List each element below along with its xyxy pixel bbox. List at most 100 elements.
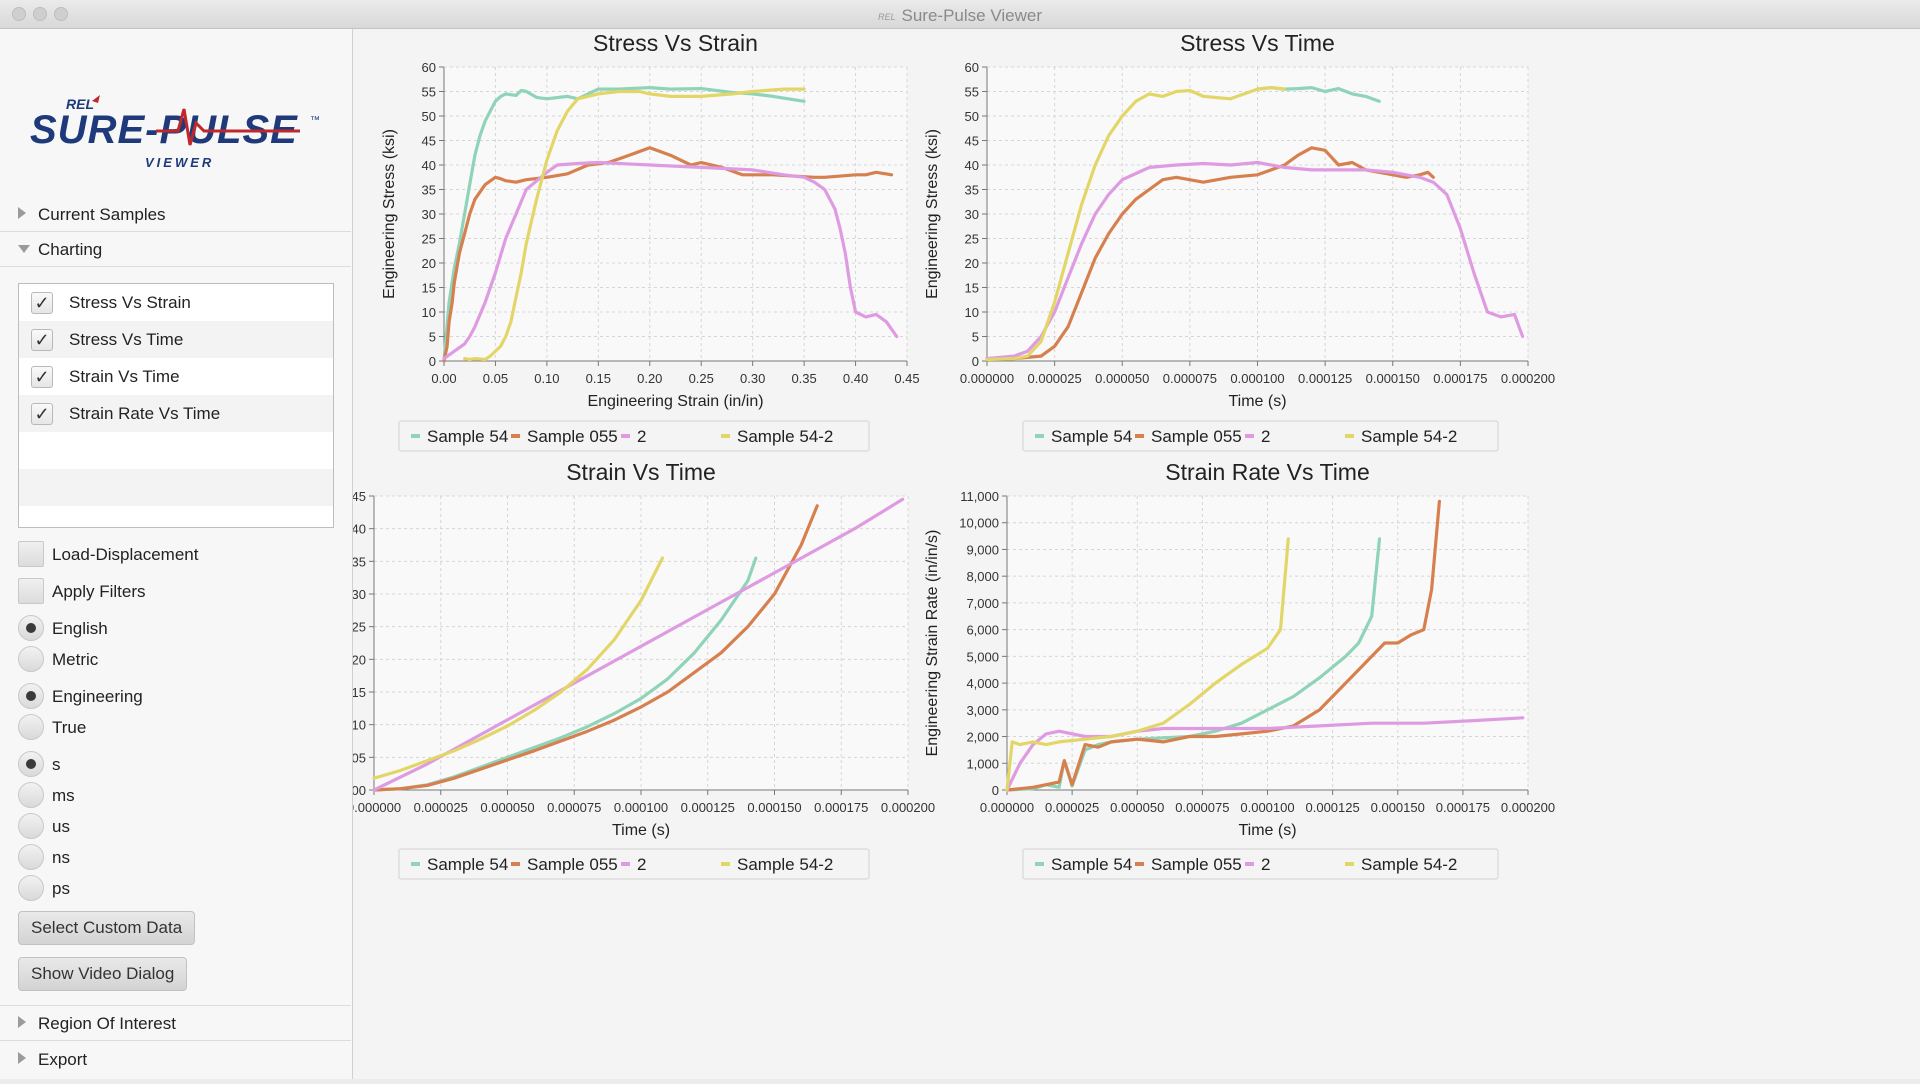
- legend-label-sample-54: Sample 54: [427, 855, 508, 874]
- y-tick-label: 5,000: [966, 649, 999, 664]
- x-tick-label: 0.000200: [881, 800, 935, 815]
- x-tick-label: 0.10: [534, 371, 559, 386]
- chart-stress-vs-time: Stress Vs Time 0.000000 0.000025 0.000050 0.…: [924, 30, 1555, 452]
- chart-item-label: Stress Vs Time: [69, 330, 184, 349]
- y-axis-label: Engineering Stress (ksi): [924, 129, 941, 299]
- charts-area: Stress Vs Strain 0.00 0.05 0.10 0.15 0.20 0.25…: [311, 29, 1920, 1079]
- y-tick-label: 3,000: [966, 703, 999, 718]
- chart-item-stress-vs-time[interactable]: ✓ Stress Vs Time: [19, 321, 333, 358]
- x-axis-label: Time (s): [1228, 393, 1286, 410]
- radio-unselected-icon[interactable]: [18, 782, 44, 808]
- chart-strain-rate-vs-time: Strain Rate Vs Time 0.000000 0.000025 0.000…: [924, 459, 1555, 880]
- radio-unselected-icon[interactable]: [18, 844, 44, 870]
- chart-item-label: Strain Vs Time: [69, 367, 180, 386]
- chart-selection-list[interactable]: ✓ Stress Vs Strain ✓ Stress Vs Time ✓ St…: [18, 283, 334, 528]
- legend-label-2: 2: [1261, 427, 1270, 446]
- y-tick-label: 0.40: [353, 522, 366, 537]
- legend-label-sample-54-2: Sample 54-2: [737, 855, 833, 874]
- checkbox-checked-icon[interactable]: ✓: [31, 366, 53, 388]
- x-tick-label: 0.000050: [1095, 371, 1149, 386]
- sidebar: REL SURE-PULSE ™ VIEWER Current Samples …: [0, 29, 353, 1079]
- y-tick-label: 0: [972, 354, 979, 369]
- charting-header[interactable]: Charting: [0, 232, 351, 267]
- x-tick-label: 0.000100: [1230, 371, 1284, 386]
- y-tick-label: 0.00: [353, 783, 366, 798]
- series-line-2: [1005, 716, 1525, 792]
- y-tick-label: 15: [965, 281, 979, 296]
- y-axis-label: Engineering Strain Rate (in/in/s): [924, 530, 941, 757]
- legend-label-2: 2: [637, 855, 646, 874]
- radio-unselected-icon[interactable]: [18, 813, 44, 839]
- engineering-label: Engineering: [52, 687, 143, 706]
- chart-list-empty-row: [19, 432, 333, 469]
- y-tick-label: 30: [422, 207, 436, 222]
- logo-rel-text: REL: [66, 96, 94, 112]
- series-line-2: [442, 160, 899, 361]
- y-tick-label: 45: [965, 134, 979, 149]
- current-samples-header[interactable]: Current Samples: [0, 197, 351, 232]
- region-of-interest-header[interactable]: Region Of Interest: [0, 1005, 351, 1041]
- zoom-window-button[interactable]: [54, 7, 68, 21]
- apply-filters-label: Apply Filters: [52, 582, 146, 601]
- chevron-right-icon: [18, 207, 26, 219]
- checkbox-checked-icon[interactable]: ✓: [31, 403, 53, 425]
- radio-selected-icon[interactable]: [18, 751, 44, 777]
- close-window-button[interactable]: [12, 7, 26, 21]
- y-tick-label: 55: [422, 85, 436, 100]
- y-tick-label: 4,000: [966, 676, 999, 691]
- series-line-sample-54-2: [985, 85, 1287, 362]
- title-logo-icon: REL: [878, 11, 896, 22]
- show-video-dialog-button[interactable]: Show Video Dialog: [18, 957, 188, 991]
- y-tick-label: 50: [965, 109, 979, 124]
- y-tick-label: 5: [972, 330, 979, 345]
- radio-selected-icon[interactable]: [18, 683, 44, 709]
- chart-item-label: Strain Rate Vs Time: [69, 404, 221, 423]
- checkbox-unchecked-icon[interactable]: [18, 578, 44, 604]
- series-line-sample-54: [442, 85, 806, 363]
- radio-selected-icon[interactable]: [18, 615, 44, 641]
- y-tick-label: 10: [965, 305, 979, 320]
- export-header[interactable]: Export: [0, 1042, 351, 1076]
- current-samples-label: Current Samples: [38, 205, 166, 224]
- radio-unselected-icon[interactable]: [18, 875, 44, 901]
- y-tick-label: 0.15: [353, 685, 366, 700]
- window-title-text: Sure-Pulse Viewer: [901, 6, 1042, 25]
- minimize-window-button[interactable]: [33, 7, 47, 21]
- checkbox-unchecked-icon[interactable]: [18, 541, 44, 567]
- y-tick-label: 0.25: [353, 620, 366, 635]
- legend-box: [1022, 848, 1499, 880]
- chart-legend: Sample 54 Sample 055 2 Sample 54-2: [1022, 420, 1499, 452]
- y-tick-label: 2,000: [966, 730, 999, 745]
- chart-item-stress-vs-strain[interactable]: ✓ Stress Vs Strain: [19, 284, 333, 321]
- checkbox-checked-icon[interactable]: ✓: [31, 292, 53, 314]
- x-tick-label: 0.30: [740, 371, 765, 386]
- y-tick-label: 7,000: [966, 596, 999, 611]
- select-custom-data-button[interactable]: Select Custom Data: [18, 911, 196, 945]
- chart-item-strain-vs-time[interactable]: ✓ Strain Vs Time: [19, 358, 333, 395]
- y-tick-label: 25: [965, 232, 979, 247]
- y-tick-label: 40: [965, 158, 979, 173]
- radio-unselected-icon[interactable]: [18, 714, 44, 740]
- y-tick-label: 0: [429, 354, 436, 369]
- y-tick-label: 45: [422, 134, 436, 149]
- x-tick-label: 0.000050: [480, 800, 534, 815]
- chart-item-strain-rate-vs-time[interactable]: ✓ Strain Rate Vs Time: [19, 395, 333, 432]
- sure-pulse-logo: REL SURE-PULSE ™ VIEWER: [30, 95, 320, 170]
- x-tick-label: 0.45: [894, 371, 919, 386]
- series-line-2: [372, 497, 905, 792]
- title-bar[interactable]: REL Sure-Pulse Viewer: [0, 0, 1920, 29]
- checkbox-checked-icon[interactable]: ✓: [31, 329, 53, 351]
- x-tick-label: 0.15: [586, 371, 611, 386]
- y-axis-label: Engineering Stress (ksi): [381, 129, 398, 299]
- y-tick-label: 0.35: [353, 554, 366, 569]
- x-tick-label: 0.000075: [1163, 371, 1217, 386]
- x-tick-label: 0.000100: [614, 800, 668, 815]
- legend-label-sample-54: Sample 54: [427, 427, 508, 446]
- x-tick-label: 0.00: [431, 371, 456, 386]
- radio-unselected-icon[interactable]: [18, 646, 44, 672]
- series-line-sample-055: [985, 146, 1435, 361]
- y-tick-label: 0.10: [353, 718, 366, 733]
- x-tick-label: 0.000000: [353, 800, 401, 815]
- x-tick-label: 0.000025: [1045, 800, 1099, 815]
- x-tick-label: 0.000125: [681, 800, 735, 815]
